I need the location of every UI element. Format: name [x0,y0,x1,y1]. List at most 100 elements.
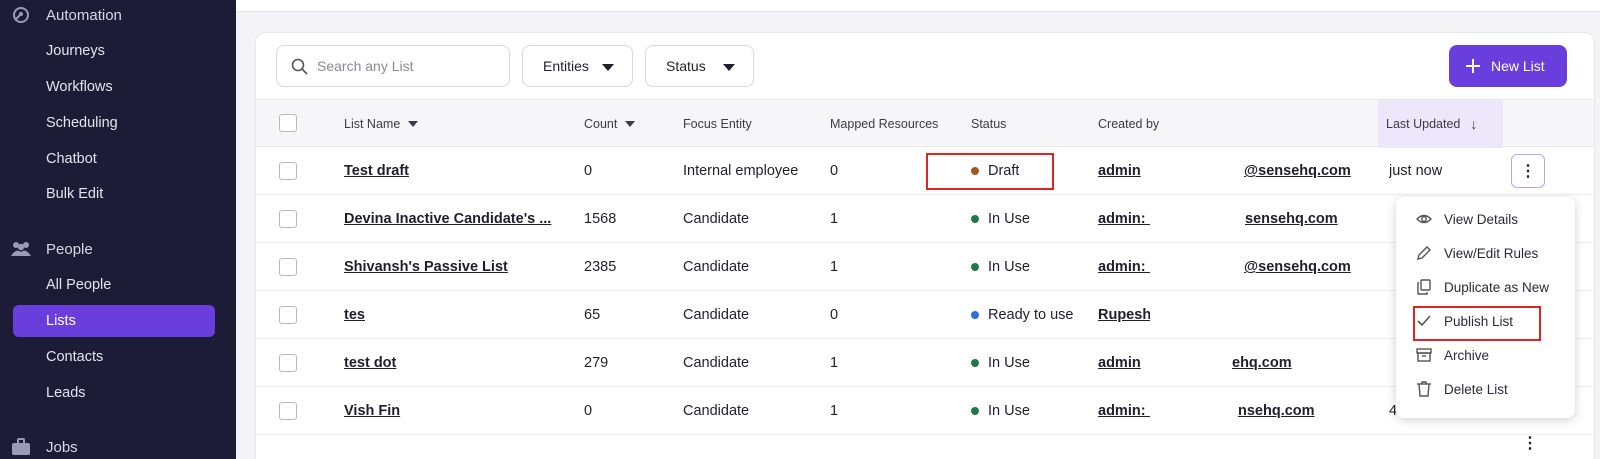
creator-link[interactable]: admin [1098,163,1141,179]
sort-caret-icon [625,121,636,127]
list-name-link[interactable]: Test draft [344,163,409,179]
menu-item-view-edit-rules[interactable]: View/Edit Rules [1396,236,1575,270]
count-value: 65 [584,307,601,323]
menu-item-archive[interactable]: Archive [1396,338,1575,372]
mapped-resources-value: 1 [830,403,839,419]
table-row[interactable]: tes 65 Candidate 0 Ready to use Rupesh [256,291,1594,339]
row-checkbox[interactable] [279,354,297,372]
row-checkbox[interactable] [279,402,297,420]
status-filter-button[interactable]: Status [645,45,754,87]
row-checkbox[interactable] [279,210,297,228]
entities-filter-button[interactable]: Entities [522,45,633,87]
sidebar: Automation Journeys Workflows Scheduling… [0,0,236,459]
row-actions-button[interactable]: ⋮ [1522,435,1538,452]
sidebar-item-contacts[interactable]: Contacts [46,349,104,365]
sidebar-item-scheduling[interactable]: Scheduling [46,115,118,131]
briefcase-icon [12,438,30,455]
sidebar-section-people[interactable]: People [0,236,236,262]
lists-card: Search any List Entities Status New List… [255,32,1595,459]
list-name-link[interactable]: Shivansh's Passive List [344,259,508,275]
creator-email-link[interactable]: @sensehq.com [1244,259,1351,275]
mapped-resources-value: 1 [830,259,839,275]
sidebar-section-label: Jobs [46,438,78,456]
menu-item-duplicate-as-new[interactable]: Duplicate as New [1396,270,1575,304]
trash-icon [1416,381,1432,397]
column-last-updated[interactable]: Last Updated ↓ [1378,100,1503,148]
menu-item-delete-list[interactable]: Delete List [1396,372,1575,406]
column-label: Mapped Resources [830,117,939,131]
status-badge: In Use [988,259,1030,275]
new-list-label: New List [1491,58,1545,74]
search-input[interactable]: Search any List [276,45,510,87]
list-name-link[interactable]: Vish Fin [344,403,401,419]
table-row[interactable]: Test draft 0 Internal employee 0 Draft admin @… [256,147,1594,195]
mapped-resources-value: 0 [830,163,839,179]
eye-icon [1416,211,1432,227]
table-row[interactable]: Vish Fin 0 Candidate 1 In Use admin: ö nsehq.c… [256,387,1594,435]
mapped-resources-value: 1 [830,355,839,371]
sidebar-section-label: Automation [46,6,122,24]
automation-icon [13,7,29,23]
row-checkbox[interactable] [279,162,297,180]
sort-caret-icon [408,121,419,127]
sidebar-item-lists[interactable]: Lists [13,305,215,337]
sidebar-item-bulk-edit[interactable]: Bulk Edit [46,186,104,202]
highlight-box [926,153,1054,190]
archive-icon [1416,347,1432,363]
row-checkbox[interactable] [279,258,297,276]
row-actions-button[interactable]: ⋮ [1511,154,1545,188]
column-label: Focus Entity [683,117,752,131]
arrow-down-icon: ↓ [1470,116,1478,132]
menu-item-label: View Details [1444,211,1519,227]
top-strip [236,0,1600,12]
list-name-link[interactable]: test dot [344,355,397,371]
column-list-name[interactable]: List Name [344,100,419,148]
sidebar-item-workflows[interactable]: Workflows [46,79,113,95]
table-row[interactable]: Shivansh's Passive List 2385 Candidate 1 In … [256,243,1594,291]
sidebar-item-leads[interactable]: Leads [46,385,86,401]
highlight-box [1413,306,1541,341]
table-row[interactable]: test dot 279 Candidate 1 In Use admin ehq.com [256,339,1594,387]
search-icon [291,58,308,75]
pencil-icon [1416,245,1432,261]
creator-email-link[interactable]: ehq.com [1232,355,1292,371]
status-filter-label: Status [666,58,706,74]
search-placeholder: Search any List [317,58,414,74]
sidebar-item-journeys[interactable]: Journeys [46,43,105,59]
creator-link[interactable]: Rupesh [1098,307,1150,323]
select-all-checkbox[interactable] [279,114,297,132]
column-label: Count [584,117,618,131]
column-label: Created by [1098,117,1160,131]
creator-link[interactable]: admin: ö [1098,403,1150,419]
last-updated-value: just now [1389,163,1443,179]
creator-email-link[interactable]: sensehq.com [1245,211,1338,227]
people-icon [11,242,31,256]
menu-item-view-details[interactable]: View Details [1396,202,1575,236]
sidebar-item-chatbot[interactable]: Chatbot [46,151,97,167]
count-value: 0 [584,403,593,419]
column-count[interactable]: Count [584,100,636,148]
list-name-link[interactable]: Devina Inactive Candidate's ... [344,211,552,227]
creator-email-link[interactable]: @sensehq.com [1244,163,1351,179]
column-label: List Name [344,117,401,131]
count-value: 279 [584,355,609,371]
status-badge: In Use [988,355,1030,371]
menu-item-publish-list[interactable]: Publish List [1396,304,1575,338]
row-checkbox[interactable] [279,306,297,324]
sidebar-section-jobs[interactable]: Jobs [0,434,236,459]
focus-entity-value: Candidate [683,403,750,419]
creator-link[interactable]: admin: ş [1098,259,1150,275]
status-dot [971,263,979,271]
sidebar-item-all-people[interactable]: All People [46,277,112,293]
new-list-button[interactable]: New List [1449,45,1567,87]
creator-link[interactable]: admin [1098,355,1141,371]
creator-link[interactable]: admin: é [1098,211,1150,227]
creator-email-link[interactable]: nsehq.com [1238,403,1315,419]
mapped-resources-value: 0 [830,307,839,323]
sidebar-section-automation[interactable]: Automation [0,2,236,28]
copy-icon [1416,279,1432,295]
list-name-link[interactable]: tes [344,307,365,323]
status-dot [971,407,979,415]
table-row[interactable]: Devina Inactive Candidate's ... 1568 Candi… [256,195,1594,243]
menu-item-label: View/Edit Rules [1444,245,1539,261]
